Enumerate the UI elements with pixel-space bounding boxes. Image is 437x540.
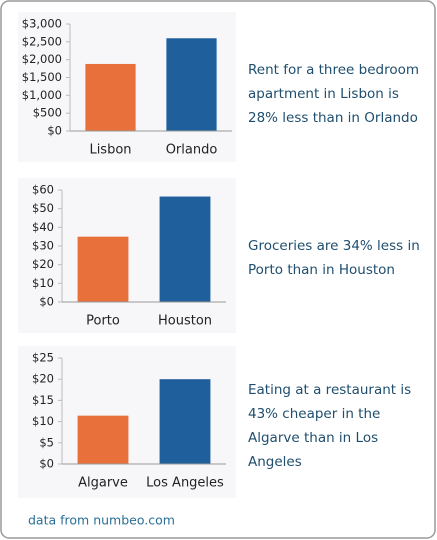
x-tick-label: Lisbon [89,143,131,158]
y-tick-label: $15 [32,393,54,407]
y-tick-label: $0 [47,124,62,138]
y-tick-label: $2,000 [22,52,62,66]
annotation-line: Eating at a restaurant is [248,382,411,398]
x-tick-label: Orlando [166,143,218,158]
y-tick-label: $500 [33,106,62,120]
y-tick-label: $30 [32,239,54,253]
y-tick-label: $3,000 [22,17,62,31]
y-tick-label: $1,000 [22,88,62,102]
y-tick-label: $0 [39,295,54,309]
bar [159,379,211,464]
y-tick-label: $60 [32,183,54,197]
bar [77,236,129,302]
x-tick-label: Algarve [78,476,128,491]
y-tick-label: $25 [32,351,54,365]
annotation-line: Algarve than in Los [248,430,378,446]
bar [159,196,211,302]
x-tick-label: Los Angeles [146,476,224,491]
annotation-line: apartment in Lisbon is [248,86,399,102]
annotation-line: Groceries are 34% less in [248,238,420,254]
y-tick-label: $5 [39,435,54,449]
annotation-line: Rent for a three bedroom [248,62,419,78]
annotation-line: Angeles [248,454,302,470]
y-tick-label: $40 [32,220,54,234]
annotation-line: Porto than in Houston [248,262,395,278]
y-tick-label: $10 [32,276,54,290]
source-note: data from numbeo.com [28,513,175,528]
y-tick-label: $20 [32,257,54,271]
y-tick-label: $20 [32,372,54,386]
y-tick-label: $10 [32,414,54,428]
annotation-line: 43% cheaper in the [248,406,380,422]
x-tick-label: Porto [86,314,120,329]
x-tick-label: Houston [158,314,212,329]
y-tick-label: $0 [39,457,54,471]
bar [85,63,136,131]
annotation-line: 28% less than in Orlando [248,110,418,126]
y-tick-label: $1,500 [22,70,62,84]
y-tick-label: $2,500 [22,34,62,48]
bar [166,38,217,132]
bar [77,415,129,464]
y-tick-label: $50 [32,201,54,215]
